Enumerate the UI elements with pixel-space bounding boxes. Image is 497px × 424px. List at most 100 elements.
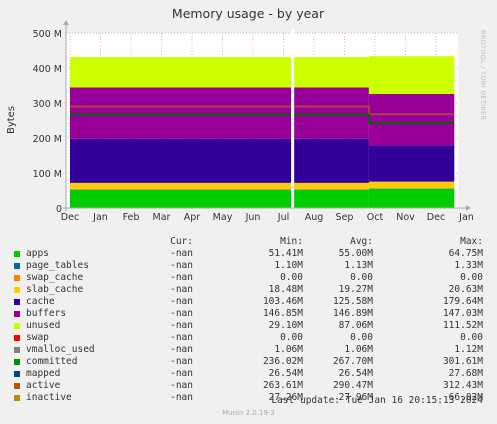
legend-avg: 27.96M: [338, 392, 373, 403]
legend-max: 179.64M: [442, 296, 483, 307]
legend-header-avg: Avg:: [350, 236, 373, 247]
area-unused-before: [70, 57, 369, 88]
legend-min: 27.26M: [268, 392, 303, 403]
x-tick-label: Jun: [245, 212, 261, 223]
legend-name: mapped: [26, 368, 61, 379]
x-tick-label: Apr: [184, 212, 201, 223]
legend-min: 51.41M: [268, 248, 303, 259]
x-tick-label: Jul: [277, 212, 289, 223]
legend-avg: 87.06M: [338, 320, 373, 331]
legend-cur: -nan: [170, 296, 193, 307]
legend-row-committed: committed -nan 236.02M 267.70M 301.61M: [14, 356, 489, 368]
legend-header-min: Min:: [280, 236, 303, 247]
data-gap: [291, 29, 295, 208]
legend-max: 64.75M: [448, 248, 483, 259]
legend-name: unused: [26, 320, 61, 331]
legend-avg: 55.00M: [338, 248, 373, 259]
y-tick-label: 400 M: [33, 64, 62, 75]
legend-swatch: [14, 299, 20, 305]
y-axis-label: Bytes: [6, 106, 17, 134]
legend-avg: 267.70M: [332, 356, 373, 367]
legend-swatch: [14, 335, 20, 341]
legend-max: 0.00: [460, 332, 483, 343]
legend-avg: 1.13M: [344, 260, 373, 271]
legend-cur: -nan: [170, 320, 193, 331]
area-unused-after: [368, 56, 455, 95]
x-ticks: Dec Jan Feb Mar Apr May Jun Jul Aug Sep Oct Nov Dec J…: [61, 212, 474, 223]
legend-min: 236.02M: [262, 356, 303, 367]
legend-avg: 290.47M: [332, 380, 373, 391]
legend-min: 29.10M: [268, 320, 303, 331]
legend-avg: 125.58M: [332, 296, 373, 307]
x-tick-label: Feb: [123, 212, 140, 223]
rrdtool-watermark: RRDTOOL / TOBI OETIKER: [479, 30, 487, 121]
munin-version: Munin 2.0.19-3: [222, 409, 275, 417]
legend-swatch: [14, 251, 20, 257]
legend-swatch: [14, 395, 20, 401]
legend-cur: -nan: [170, 332, 193, 343]
legend: Cur: Min: Avg: Max: apps -nan 51.41M 55.00M…: [14, 236, 489, 404]
legend-row-page_tables: page_tables -nan 1.10M 1.13M 1.33M: [14, 260, 489, 272]
x-tick-label: Jan: [92, 212, 108, 223]
legend-row-apps: apps -nan 51.41M 55.00M 64.75M: [14, 248, 489, 260]
x-axis-arrow: [466, 205, 471, 211]
legend-swatch: [14, 263, 20, 269]
legend-swatch: [14, 359, 20, 365]
legend-avg: 1.06M: [344, 344, 373, 355]
last-update: Last update: Tue Jan 16 20:15:13 2024: [271, 395, 483, 406]
legend-max: 66.02M: [448, 392, 483, 403]
legend-header: Cur: Min: Avg: Max:: [14, 236, 489, 248]
legend-min: 146.85M: [262, 308, 303, 319]
legend-name: committed: [26, 356, 78, 367]
line-series: [70, 29, 455, 208]
line-active: [70, 113, 455, 124]
legend-row-cache: cache -nan 103.46M 125.58M 179.64M: [14, 296, 489, 308]
legend-avg: 0.00: [350, 272, 373, 283]
legend-swatch: [14, 323, 20, 329]
legend-swatch: [14, 347, 20, 353]
legend-min: 1.10M: [274, 260, 303, 271]
legend-name: buffers: [26, 308, 67, 319]
legend-cur: -nan: [170, 248, 193, 259]
legend-max: 1.33M: [454, 260, 483, 271]
legend-row-slab_cache: slab_cache -nan 18.48M 19.27M 20.63M: [14, 284, 489, 296]
y-tick-label: 100 M: [33, 169, 62, 180]
axes: [63, 20, 471, 211]
legend-min: 103.46M: [262, 296, 303, 307]
legend-max: 27.68M: [448, 368, 483, 379]
legend-max: 20.63M: [448, 284, 483, 295]
legend-avg: 0.00: [350, 332, 373, 343]
legend-header-cur: Cur:: [170, 236, 193, 247]
y-tick-label: 200 M: [33, 134, 62, 145]
legend-name: page_tables: [26, 260, 89, 271]
legend-min: 18.48M: [268, 284, 303, 295]
x-tick-label: Oct: [367, 212, 384, 223]
legend-swatch: [14, 287, 20, 293]
area-apps-after: [368, 188, 455, 208]
legend-min: 0.00: [280, 332, 303, 343]
area-cache-before: [70, 138, 369, 183]
x-tick-label: Dec: [427, 212, 445, 223]
line-committed: [70, 105, 455, 116]
y-axis-arrow: [63, 20, 69, 25]
legend-cur: -nan: [170, 260, 193, 271]
x-tick-label: May: [213, 212, 233, 223]
legend-cur: -nan: [170, 344, 193, 355]
legend-row-swap_cache: swap_cache -nan 0.00 0.00 0.00: [14, 272, 489, 284]
legend-max: 0.00: [460, 272, 483, 283]
stacked-areas: [70, 56, 455, 208]
legend-row-inactive: inactive -nan 27.26M 27.96M 66.02M: [14, 392, 489, 404]
x-tick-label: Nov: [396, 212, 415, 223]
y-tick-label: 0: [56, 204, 62, 215]
legend-name: apps: [26, 248, 49, 259]
legend-cur: -nan: [170, 380, 193, 391]
legend-name: vmalloc_used: [26, 344, 95, 355]
legend-name: slab_cache: [26, 284, 84, 295]
legend-min: 26.54M: [268, 368, 303, 379]
area-slab_cache-before: [70, 182, 369, 190]
legend-avg: 146.89M: [332, 308, 373, 319]
legend-swatch: [14, 275, 20, 281]
legend-cur: -nan: [170, 272, 193, 283]
area-apps-before: [70, 190, 369, 208]
legend-row-vmalloc_used: vmalloc_used -nan 1.06M 1.06M 1.12M: [14, 344, 489, 356]
